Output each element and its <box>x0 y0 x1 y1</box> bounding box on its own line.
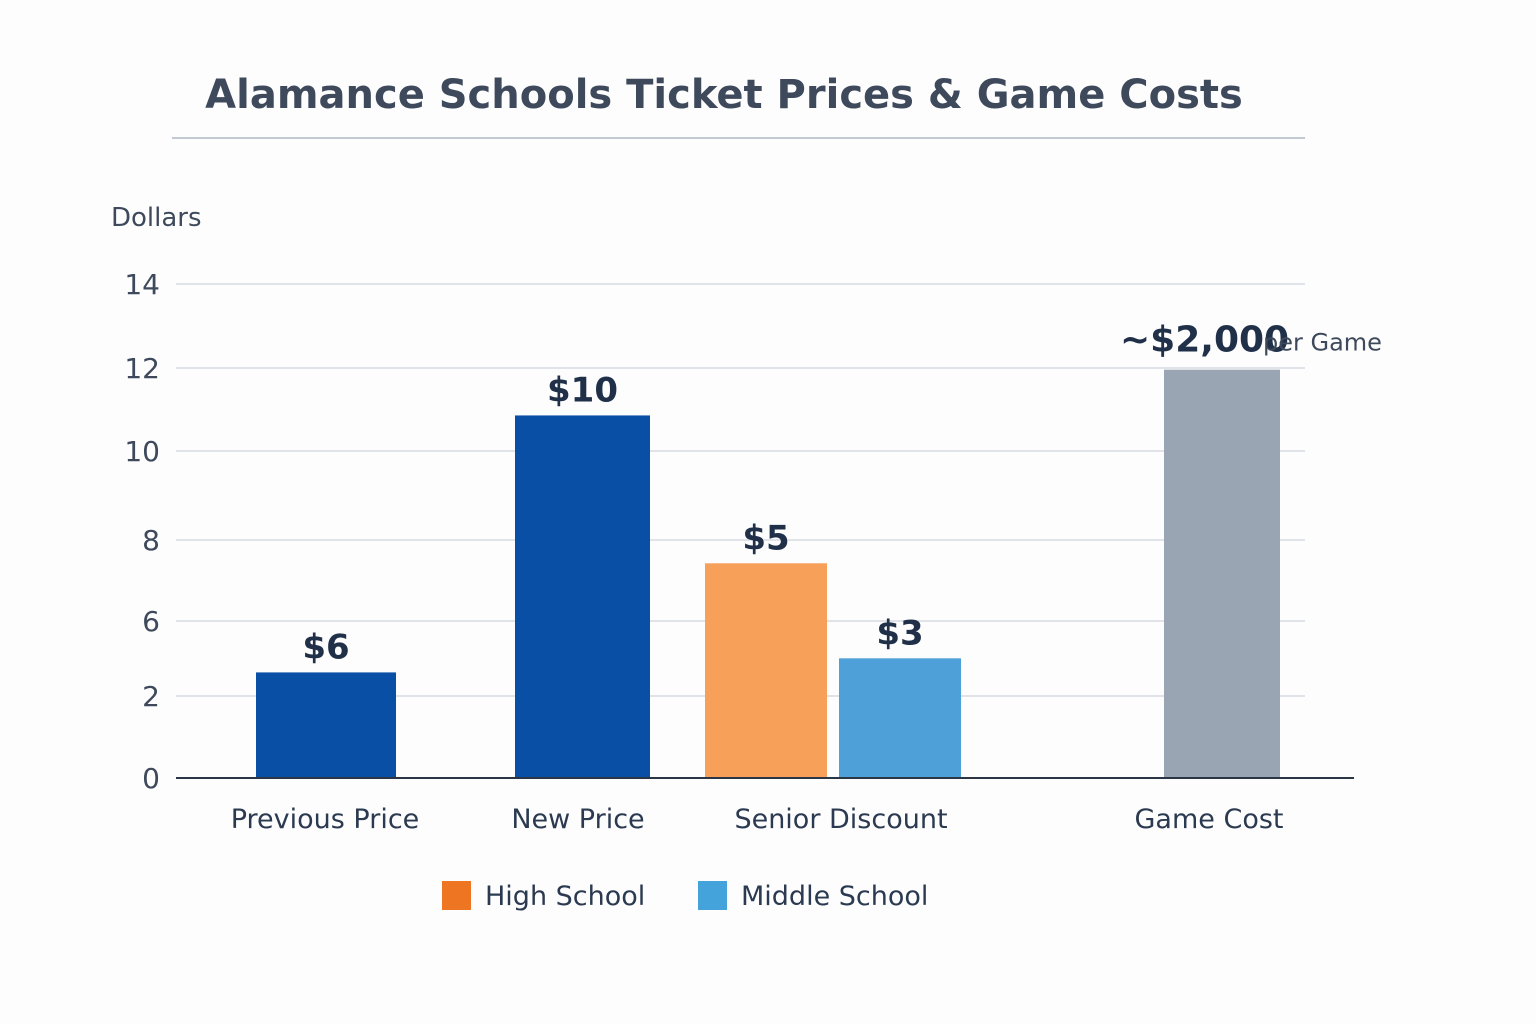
y-axis-label: Dollars <box>111 203 202 233</box>
chart-title: Alamance Schools Ticket Prices & Game Co… <box>205 72 1243 118</box>
bar-senior-discount-high-school <box>705 563 827 778</box>
data-label: $5 <box>742 518 789 558</box>
y-tick-label: 10 <box>124 435 160 468</box>
data-label: $3 <box>876 613 923 653</box>
y-tick-label: 12 <box>124 352 160 385</box>
data-label-suffix: per Game <box>1263 329 1382 357</box>
legend-label: Middle School <box>741 881 928 912</box>
legend: High School Middle School <box>442 881 928 912</box>
x-tick-label: New Price <box>511 804 644 835</box>
label-backdrop <box>1110 321 1372 360</box>
legend-swatch <box>698 881 727 910</box>
y-tick-label: 14 <box>124 268 160 301</box>
y-ticks: 0 2 6 8 10 12 14 <box>124 268 160 795</box>
data-label: ~$2,000 <box>1120 320 1289 361</box>
bar-senior-discount-middle-school <box>839 658 961 778</box>
x-tick-label: Game Cost <box>1135 804 1284 835</box>
x-tick-label: Senior Discount <box>734 804 947 835</box>
bar-game-cost <box>1164 369 1280 778</box>
legend-swatch <box>442 881 471 910</box>
data-label: $6 <box>302 627 349 667</box>
y-tick-label: 6 <box>142 605 160 638</box>
x-tick-label: Previous Price <box>231 804 420 835</box>
y-tick-label: 2 <box>142 680 160 713</box>
bar-new-price <box>515 415 650 778</box>
legend-label: High School <box>485 881 645 912</box>
bar-previous-price <box>256 672 396 778</box>
y-tick-label: 8 <box>142 524 160 557</box>
y-tick-label: 0 <box>142 762 160 795</box>
data-label: $10 <box>547 370 618 410</box>
x-tick-labels: Previous Price New Price Senior Discount Ga… <box>231 804 1284 835</box>
